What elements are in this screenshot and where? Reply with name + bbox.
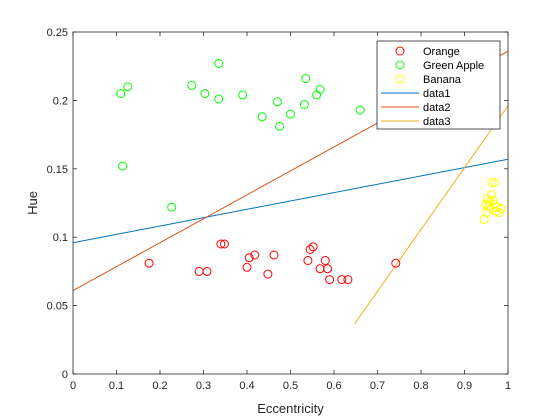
y-tick-label: 0 [62,369,68,381]
x-tick-label: 0 [70,380,76,392]
legend: Orange Green Apple Banana data1 data2 data3 [377,41,500,129]
y-tick-label: 0.1 [53,232,68,244]
legend-label-data1: data1 [423,88,451,100]
x-tick-label: 0.4 [239,380,254,392]
legend-label-green-apple: Green Apple [423,60,484,72]
x-tick-label: 0.6 [326,380,341,392]
x-tick-label: 0.5 [283,380,298,392]
y-tick-label: 0.15 [47,164,68,176]
y-tick-label: 0.05 [47,301,68,313]
x-axis-label: Eccentricity [257,401,324,416]
x-tick-label: 0.9 [457,380,472,392]
x-tick-label: 0.7 [370,380,385,392]
x-tick-label: 0.8 [413,380,428,392]
x-tick-label: 0.3 [196,380,211,392]
legend-label-banana: Banana [423,74,462,86]
y-axis-label: Hue [25,191,40,215]
y-tick-label: 0.25 [47,27,68,39]
x-tick-label: 0.1 [109,380,124,392]
x-tick-label: 0.2 [152,380,167,392]
x-tick-label: 1 [505,380,511,392]
legend-label-data3: data3 [423,116,451,128]
legend-label-data2: data2 [423,102,451,114]
y-tick-label: 0.2 [53,95,68,107]
legend-label-orange: Orange [423,46,460,58]
